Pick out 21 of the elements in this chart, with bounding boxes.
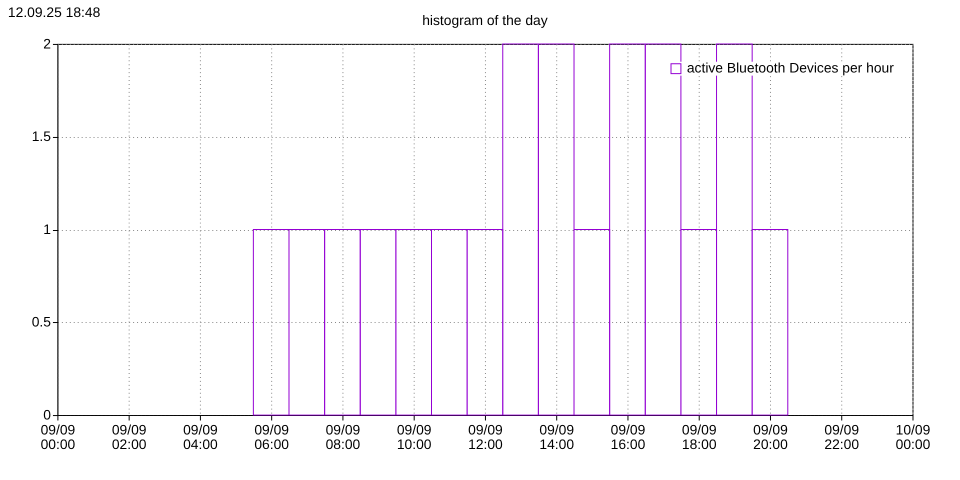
y-tick-label: 0 xyxy=(43,406,52,423)
x-tick-label: 09/09 10:00 xyxy=(396,421,432,452)
x-tick-label: 09/09 16:00 xyxy=(610,421,646,452)
x-tick-label: 09/09 12:00 xyxy=(468,421,504,452)
x-tick-label: 09/09 20:00 xyxy=(753,421,788,452)
x-tick-label: 10/09 00:00 xyxy=(896,421,931,452)
legend-label: active Bluetooth Devices per hour xyxy=(686,60,894,76)
x-tick-label: 09/09 18:00 xyxy=(682,421,717,452)
x-tick-label: 09/09 04:00 xyxy=(183,421,218,452)
y-tick-label: 0.5 xyxy=(32,314,52,330)
x-tick-label: 09/09 02:00 xyxy=(112,421,147,452)
x-tick-label: 09/09 14:00 xyxy=(539,421,574,452)
y-tick-label: 1 xyxy=(43,220,52,237)
x-tick-label: 09/09 08:00 xyxy=(326,421,361,452)
x-tick-label: 09/09 00:00 xyxy=(40,421,76,452)
chart-title: histogram of the day xyxy=(422,12,548,28)
x-tick-label: 09/09 06:00 xyxy=(254,421,290,452)
y-tick-label: 2 xyxy=(43,35,51,52)
x-tick-label: 09/09 22:00 xyxy=(824,421,860,452)
text: 12.09.25 18:48 xyxy=(8,4,101,20)
y-tick-label: 1.5 xyxy=(32,128,52,144)
